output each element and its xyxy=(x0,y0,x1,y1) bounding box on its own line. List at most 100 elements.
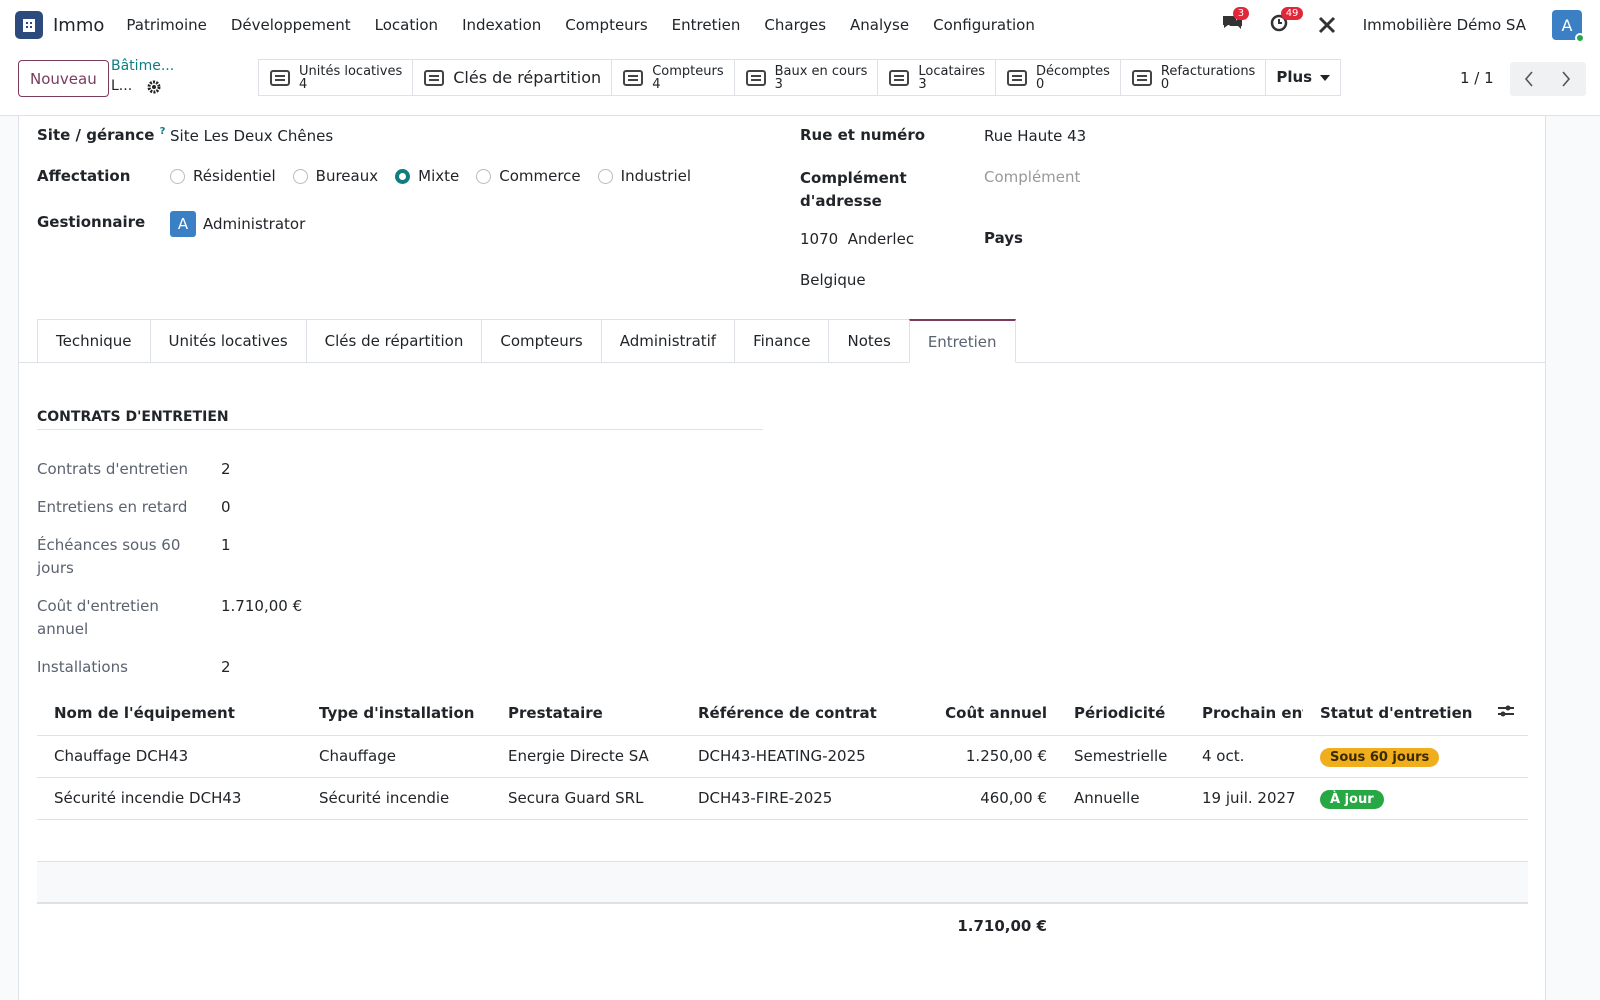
site-value[interactable]: Site Les Deux Chênes xyxy=(170,127,334,145)
pager-arrows[interactable] xyxy=(1510,62,1586,96)
activities[interactable]: 49 xyxy=(1269,7,1304,37)
empty-cell xyxy=(1057,819,1185,862)
tab[interactable]: Compteurs xyxy=(481,319,601,363)
column-header[interactable]: Statut d'entretien xyxy=(1303,691,1480,736)
more-button[interactable]: Plus xyxy=(1266,60,1340,95)
gear-icon[interactable] xyxy=(147,80,161,94)
radio-option[interactable]: Commerce xyxy=(476,167,581,185)
menu-item[interactable]: Indexation xyxy=(462,16,542,34)
smart-button[interactable]: Unités locatives 4 xyxy=(259,60,414,95)
table-row[interactable]: Sécurité incendie DCH43 Sécurité incendie… xyxy=(37,777,1528,820)
activities-count: 49 xyxy=(1280,7,1304,20)
stat-value: 1.710,00 € xyxy=(221,597,303,615)
empty-cell xyxy=(302,819,491,862)
tab[interactable]: Technique xyxy=(37,319,150,363)
tools-icon[interactable] xyxy=(1317,15,1337,35)
radio-option[interactable]: Bureaux xyxy=(292,167,378,185)
stat-value: 0 xyxy=(221,498,231,516)
total-row: 1.710,00 € xyxy=(37,902,1528,947)
smart-label: Unités locatives xyxy=(299,63,403,79)
smart-icon xyxy=(270,69,290,86)
tab[interactable]: Finance xyxy=(734,319,829,363)
pager[interactable]: 1 / 1 xyxy=(1460,69,1494,87)
empty-cell xyxy=(1303,861,1480,904)
menu-item[interactable]: Entretien xyxy=(671,16,741,34)
radio-option[interactable]: Mixte xyxy=(395,167,459,185)
column-header[interactable]: Référence de contrat xyxy=(681,691,905,736)
tab[interactable]: Unités locatives xyxy=(149,319,306,363)
smart-button[interactable]: Refacturations 0 xyxy=(1121,60,1267,95)
complement-input[interactable]: Complément xyxy=(984,168,1081,186)
smart-button[interactable]: Compteurs 4 xyxy=(612,60,735,95)
menu-item[interactable]: Location xyxy=(374,16,439,34)
column-header[interactable]: Périodicité xyxy=(1057,691,1185,736)
table-row[interactable]: Chauffage DCH43 Chauffage Energie Directe … xyxy=(37,735,1528,778)
menu-item[interactable]: Configuration xyxy=(933,16,1035,34)
column-header[interactable]: Nom de l'équipement xyxy=(37,691,302,736)
column-header[interactable]: Type d'installation xyxy=(302,691,491,736)
breadcrumb[interactable]: Bâtime... xyxy=(111,58,175,74)
tab[interactable]: Entretien xyxy=(908,319,1016,363)
more-label: Plus xyxy=(1276,68,1313,86)
empty-cell xyxy=(1303,819,1480,862)
tab[interactable]: Clés de répartition xyxy=(305,319,482,363)
empty-cell xyxy=(302,861,491,904)
app-logo[interactable] xyxy=(15,11,43,39)
column-settings[interactable] xyxy=(1480,691,1528,736)
menu-item[interactable]: Compteurs xyxy=(565,16,648,34)
manager-field[interactable]: A Administrator xyxy=(170,211,305,237)
new-button[interactable]: Nouveau xyxy=(18,60,109,97)
smart-button[interactable]: Locataires 3 xyxy=(878,60,996,95)
messages[interactable]: 3 xyxy=(1221,7,1250,37)
tab[interactable]: Administratif xyxy=(600,319,735,363)
status-badge: À jour xyxy=(1320,790,1384,809)
manager-avatar: A xyxy=(170,211,196,237)
table-cell: Energie Directe SA xyxy=(491,735,681,778)
empty-cell xyxy=(1185,861,1303,904)
manager-value: Administrator xyxy=(203,215,306,233)
main-menu: Patrimoine Développement Location Indexatio… xyxy=(126,16,1034,34)
smart-button[interactable]: Baux en cours 3 xyxy=(735,60,879,95)
smart-count: 3 xyxy=(918,76,927,92)
app-name[interactable]: Immo xyxy=(53,14,105,36)
table-cell: Semestrielle xyxy=(1057,735,1185,778)
radio-label: Résidentiel xyxy=(193,167,276,185)
table-cell: Chauffage xyxy=(302,735,491,778)
smart-icon xyxy=(1131,69,1152,86)
smart-button[interactable]: Décomptes 0 xyxy=(996,60,1121,95)
smart-icon xyxy=(745,69,766,86)
help-icon[interactable]: ? xyxy=(159,126,166,137)
radio-option[interactable]: Résidentiel xyxy=(170,167,276,185)
country-value[interactable]: Belgique xyxy=(800,271,866,289)
navbar: Immo Patrimoine Développement Location Inde… xyxy=(0,0,1600,50)
table-cell: 4 oct. xyxy=(1185,735,1303,778)
empty-cell xyxy=(37,819,302,862)
table-cell: Sécurité incendie xyxy=(302,777,491,820)
zip[interactable]: 1070 xyxy=(800,230,839,248)
empty-cell xyxy=(681,861,905,904)
empty-cell xyxy=(1480,819,1528,862)
table-cell: 1.250,00 € xyxy=(905,735,1057,778)
radio-option[interactable]: Industriel xyxy=(597,167,691,185)
radio-dot xyxy=(170,168,185,184)
menu-item[interactable]: Développement xyxy=(230,16,351,34)
user-avatar[interactable]: A xyxy=(1552,10,1585,43)
column-header[interactable]: Coût annuel xyxy=(905,691,1057,736)
empty-row xyxy=(37,819,1528,862)
menu-item[interactable]: Patrimoine xyxy=(126,16,207,34)
total-cell xyxy=(1303,902,1480,947)
total-cell xyxy=(1057,902,1185,947)
menu-item[interactable]: Charges xyxy=(764,16,827,34)
smart-button[interactable]: Clés de répartition xyxy=(413,60,613,95)
avatar-initial: A xyxy=(1561,15,1573,35)
company[interactable]: Immobilière Démo SA xyxy=(1362,16,1526,34)
site-label-text: Site / gérance xyxy=(37,126,155,144)
column-header[interactable]: Prochain ent... xyxy=(1185,691,1303,736)
tab[interactable]: Notes xyxy=(828,319,909,363)
menu-item[interactable]: Analyse xyxy=(850,16,910,34)
city[interactable]: Anderlec xyxy=(847,230,915,248)
smart-icon xyxy=(1006,69,1027,86)
street-value[interactable]: Rue Haute 43 xyxy=(984,127,1087,145)
column-header[interactable]: Prestataire xyxy=(491,691,681,736)
smart-text: Compteurs 4 xyxy=(652,65,723,91)
